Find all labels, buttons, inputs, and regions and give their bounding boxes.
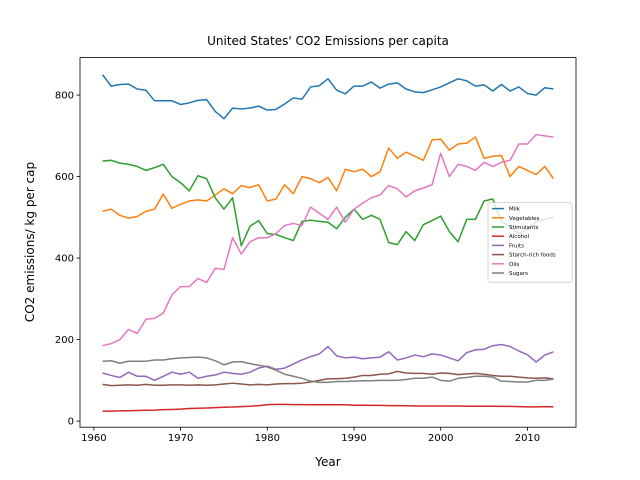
legend-label: Stimulants <box>509 225 539 231</box>
legend-box <box>487 202 573 283</box>
x-tick-label: 2010 <box>515 433 540 444</box>
legend-label: Fruits <box>509 243 524 249</box>
y-axis-label: CO2 emissions/ kg per cap <box>23 162 37 322</box>
x-tick-label: 2000 <box>428 433 453 444</box>
x-tick-label: 1980 <box>255 433 280 444</box>
x-tick-label: 1960 <box>81 433 106 444</box>
data-line <box>102 370 554 387</box>
legend-label: Milk <box>509 207 521 213</box>
data-line <box>101 74 554 120</box>
x-tick-label: 1990 <box>341 433 366 444</box>
data-line <box>102 343 554 382</box>
x-tick-label: 1970 <box>168 433 193 444</box>
data-line <box>102 133 554 347</box>
data-line <box>102 136 555 219</box>
data-line <box>102 356 554 384</box>
legend-label: Vegetables <box>509 216 540 222</box>
data-line <box>102 403 554 413</box>
legend-label: Oils <box>509 262 519 268</box>
chart-title: United States' CO2 Emissions per capita <box>207 34 449 48</box>
legend: Milk Vegetables Stimulants Alcohol Fruits Sta… <box>487 202 573 283</box>
x-axis-label: Year <box>314 455 340 469</box>
plot-frame <box>79 57 577 428</box>
data-line <box>102 159 554 247</box>
legend-label: Sugars <box>509 271 528 277</box>
y-tick-label: 400 <box>55 254 74 265</box>
y-tick-label: 0 <box>68 417 74 428</box>
y-tick-label: 200 <box>55 335 74 346</box>
y-tick-label: 800 <box>55 91 74 102</box>
legend-label: Alcohol <box>509 234 530 240</box>
y-tick-label: 600 <box>55 172 74 183</box>
legend-label: Starch-rich foods <box>509 253 556 259</box>
